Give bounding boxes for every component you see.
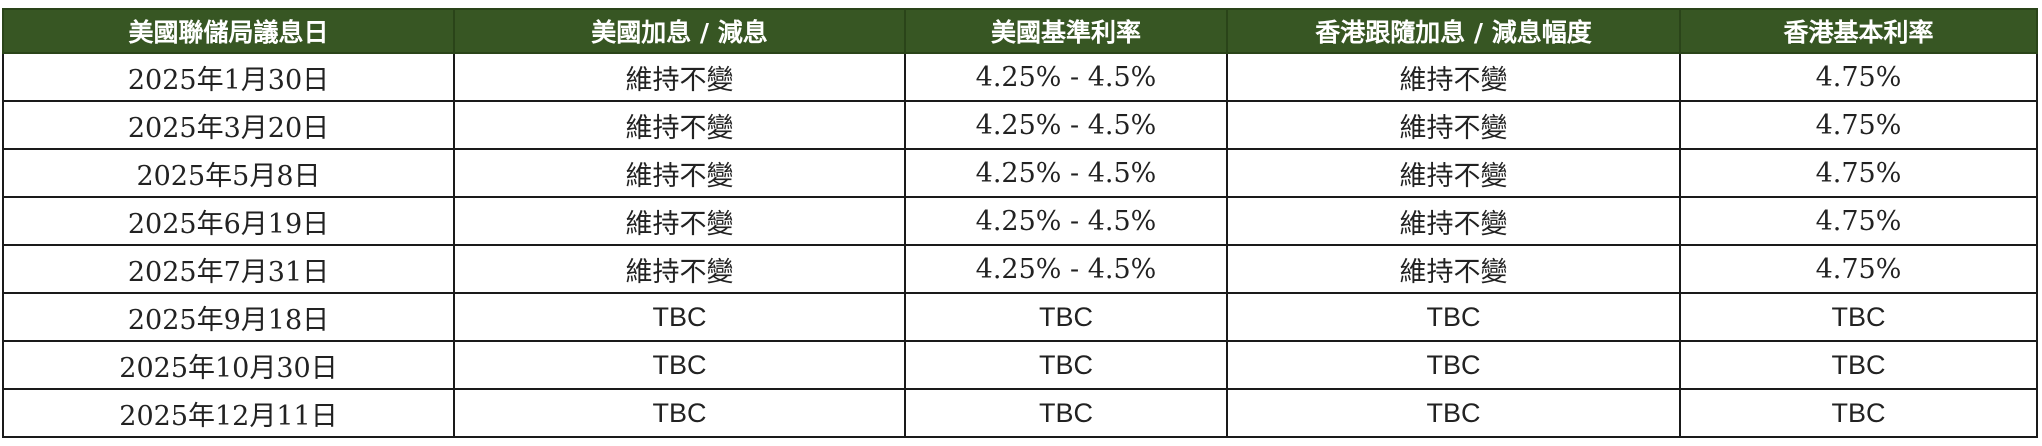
cell-hk-prime-rate: 4.75% [1679,196,2038,246]
cell-hk-follow-change: 維持不變 [1226,52,1681,102]
cell-hk-follow-change: 維持不變 [1226,196,1681,246]
cell-hk-follow-change: 維持不變 [1226,244,1681,294]
cell-us-benchmark-rate: 4.25% - 4.5% [904,52,1228,102]
table-row: 2025年6月19日 維持不變 4.25% - 4.5% 維持不變 4.75% [2,196,2038,246]
table-row: 2025年1月30日 維持不變 4.25% - 4.5% 維持不變 4.75% [2,52,2038,102]
cell-meeting-date: 2025年3月20日 [2,100,455,150]
header-hk-follow-change: 香港跟隨加息 / 減息幅度 [1226,8,1681,54]
cell-us-benchmark-rate: 4.25% - 4.5% [904,244,1228,294]
cell-hk-prime-rate: 4.75% [1679,244,2038,294]
cell-us-rate-change: TBC [453,340,906,390]
table-row: 2025年5月8日 維持不變 4.25% - 4.5% 維持不變 4.75% [2,148,2038,198]
fed-rate-schedule-table: 美國聯儲局議息日 美國加息 / 減息 美國基準利率 香港跟隨加息 / 減息幅度 … [2,8,2038,438]
cell-us-rate-change: TBC [453,388,906,438]
cell-meeting-date: 2025年6月19日 [2,196,455,246]
header-row: 美國聯儲局議息日 美國加息 / 減息 美國基準利率 香港跟隨加息 / 減息幅度 … [2,8,2038,54]
table-header: 美國聯儲局議息日 美國加息 / 減息 美國基準利率 香港跟隨加息 / 減息幅度 … [2,8,2038,54]
cell-hk-follow-change: 維持不變 [1226,100,1681,150]
cell-us-rate-change: 維持不變 [453,148,906,198]
cell-meeting-date: 2025年12月11日 [2,388,455,438]
cell-meeting-date: 2025年7月31日 [2,244,455,294]
header-us-benchmark-rate: 美國基準利率 [904,8,1228,54]
cell-us-rate-change: 維持不變 [453,244,906,294]
cell-meeting-date: 2025年5月8日 [2,148,455,198]
cell-us-rate-change: 維持不變 [453,100,906,150]
cell-us-rate-change: TBC [453,292,906,342]
table-row: 2025年10月30日 TBC TBC TBC TBC [2,340,2038,390]
cell-us-benchmark-rate: 4.25% - 4.5% [904,148,1228,198]
header-hk-prime-rate: 香港基本利率 [1679,8,2038,54]
cell-hk-prime-rate: TBC [1679,292,2038,342]
cell-hk-follow-change: TBC [1226,388,1681,438]
cell-hk-prime-rate: TBC [1679,388,2038,438]
cell-hk-follow-change: TBC [1226,292,1681,342]
cell-us-rate-change: 維持不變 [453,196,906,246]
cell-hk-prime-rate: 4.75% [1679,52,2038,102]
cell-hk-follow-change: TBC [1226,340,1681,390]
cell-meeting-date: 2025年10月30日 [2,340,455,390]
cell-us-benchmark-rate: 4.25% - 4.5% [904,196,1228,246]
table-row: 2025年9月18日 TBC TBC TBC TBC [2,292,2038,342]
cell-us-benchmark-rate: TBC [904,292,1228,342]
cell-hk-prime-rate: 4.75% [1679,148,2038,198]
table-row: 2025年3月20日 維持不變 4.25% - 4.5% 維持不變 4.75% [2,100,2038,150]
cell-hk-prime-rate: 4.75% [1679,100,2038,150]
cell-hk-prime-rate: TBC [1679,340,2038,390]
cell-us-benchmark-rate: TBC [904,340,1228,390]
cell-hk-follow-change: 維持不變 [1226,148,1681,198]
header-fed-meeting-date: 美國聯儲局議息日 [2,8,455,54]
cell-meeting-date: 2025年9月18日 [2,292,455,342]
cell-us-benchmark-rate: 4.25% - 4.5% [904,100,1228,150]
cell-us-rate-change: 維持不變 [453,52,906,102]
cell-us-benchmark-rate: TBC [904,388,1228,438]
table-body: 2025年1月30日 維持不變 4.25% - 4.5% 維持不變 4.75% … [2,52,2038,438]
header-us-rate-change: 美國加息 / 減息 [453,8,906,54]
table-row: 2025年7月31日 維持不變 4.25% - 4.5% 維持不變 4.75% [2,244,2038,294]
cell-meeting-date: 2025年1月30日 [2,52,455,102]
table-row: 2025年12月11日 TBC TBC TBC TBC [2,388,2038,438]
